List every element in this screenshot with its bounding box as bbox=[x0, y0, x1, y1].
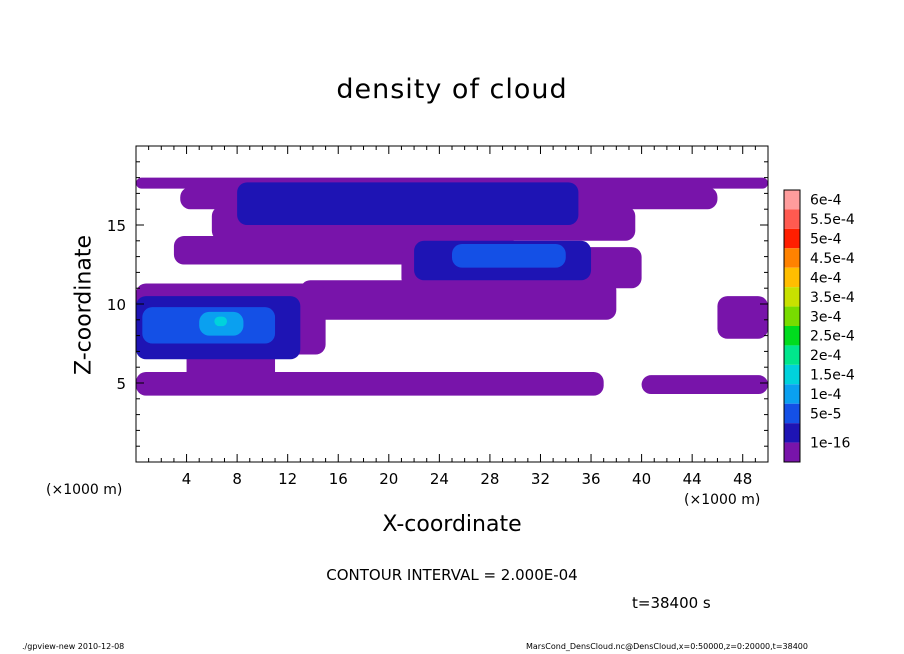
legend-swatch-7 bbox=[784, 326, 800, 346]
legend-label-1: 5.5e-4 bbox=[810, 212, 855, 228]
legend-swatch-12 bbox=[784, 423, 800, 443]
y-tick-label-15: 15 bbox=[107, 217, 126, 235]
y-axis-label: Z-coordinate bbox=[71, 235, 97, 375]
legend-label-3: 4.5e-4 bbox=[810, 251, 855, 267]
legend-label-5: 3.5e-4 bbox=[810, 290, 855, 306]
legend-swatch-0 bbox=[784, 190, 800, 210]
legend-label-9: 1.5e-4 bbox=[810, 368, 855, 384]
x-unit-left: (×1000 m) bbox=[46, 482, 123, 498]
x-unit-right: (×1000 m) bbox=[684, 492, 761, 508]
legend-label-4: 4e-4 bbox=[810, 270, 842, 286]
x-tick-label-12: 12 bbox=[278, 470, 297, 488]
contour-interval: CONTOUR INTERVAL = 2.000E-04 bbox=[0, 566, 904, 584]
cloud-region-10 bbox=[717, 296, 768, 339]
cloud-region-9 bbox=[641, 375, 768, 395]
legend-swatch-13 bbox=[784, 442, 800, 462]
x-tick-label-20: 20 bbox=[379, 470, 398, 488]
time-label: t=38400 s bbox=[632, 594, 711, 612]
legend-swatch-2 bbox=[784, 228, 800, 249]
x-tick-label-40: 40 bbox=[632, 470, 651, 488]
legend-label-6: 3e-4 bbox=[810, 309, 842, 325]
legend-swatch-4 bbox=[784, 267, 800, 288]
cloud-region-14 bbox=[452, 243, 566, 268]
legend-label-11: 5e-5 bbox=[810, 406, 841, 422]
x-axis-label: X-coordinate bbox=[382, 512, 522, 537]
legend-label-12: 1e-16 bbox=[810, 436, 850, 452]
legend-swatch-6 bbox=[784, 306, 800, 326]
x-tick-label-8: 8 bbox=[232, 470, 242, 488]
x-tick-label-24: 24 bbox=[430, 470, 449, 488]
x-tick-label-4: 4 bbox=[182, 470, 192, 488]
legend-label-2: 5e-4 bbox=[810, 232, 842, 248]
y-tick-label-5: 5 bbox=[116, 375, 126, 393]
legend-swatch-9 bbox=[784, 364, 800, 385]
legend-label-7: 2.5e-4 bbox=[810, 329, 855, 345]
legend-swatch-1 bbox=[784, 209, 800, 229]
legend-swatch-8 bbox=[784, 345, 800, 365]
cloud-region-11 bbox=[237, 182, 579, 225]
legend-label-0: 6e-4 bbox=[810, 193, 842, 209]
x-tick-label-28: 28 bbox=[480, 470, 499, 488]
chart-title: density of cloud bbox=[336, 74, 568, 105]
x-tick-label-32: 32 bbox=[531, 470, 550, 488]
y-tick-label-10: 10 bbox=[107, 296, 126, 314]
x-tick-label-48: 48 bbox=[733, 470, 752, 488]
legend-frame bbox=[783, 189, 801, 463]
footer-left: ./gpview-new 2010-12-08 bbox=[22, 642, 125, 651]
cloud-region-8 bbox=[136, 371, 604, 396]
x-tick-label-44: 44 bbox=[683, 470, 702, 488]
legend-swatch-10 bbox=[784, 384, 800, 404]
legend-swatch-11 bbox=[784, 403, 800, 424]
footer-right: MarsCond_DensCloud.nc@DensCloud,x=0:5000… bbox=[526, 642, 808, 651]
legend-swatch-5 bbox=[784, 287, 800, 307]
legend-swatch-3 bbox=[784, 248, 800, 268]
x-tick-label-36: 36 bbox=[581, 470, 600, 488]
cloud-region-5 bbox=[300, 280, 617, 320]
contour-interval-text: CONTOUR INTERVAL = 2.000E-04 bbox=[326, 566, 578, 584]
cloud-region-17 bbox=[214, 316, 228, 327]
x-tick-label-16: 16 bbox=[329, 470, 348, 488]
legend-label-10: 1e-4 bbox=[810, 387, 842, 403]
legend-label-8: 2e-4 bbox=[810, 348, 842, 364]
